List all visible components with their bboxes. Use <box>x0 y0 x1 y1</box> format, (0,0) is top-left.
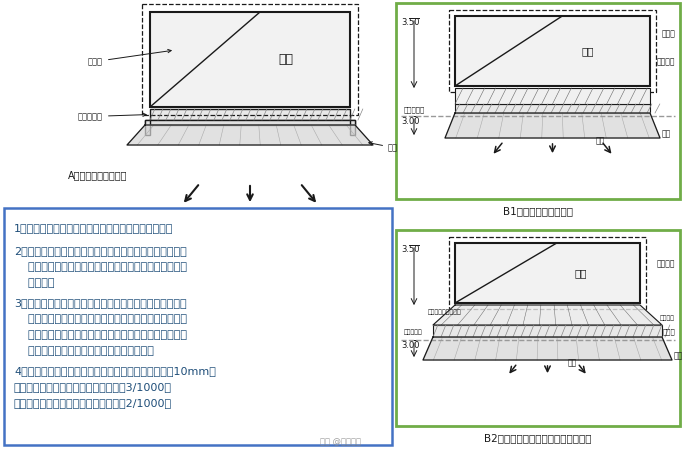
Text: 风管: 风管 <box>575 268 587 278</box>
Text: 保温软管: 保温软管 <box>657 260 675 269</box>
Text: 头条 @暖通南社: 头条 @暖通南社 <box>319 437 360 446</box>
Text: 风口水平安装，水平度的偏差不应大于3/1000；: 风口水平安装，水平度的偏差不应大于3/1000； <box>14 382 172 392</box>
Text: 3）风口与风管的连接应严密、牢固，与装饰面向紧贴；表: 3）风口与风管的连接应严密、牢固，与装饰面向紧贴；表 <box>14 298 187 308</box>
Text: 2）带风量调解阀的风口安装时，应先安装调解阀框，后安: 2）带风量调解阀的风口安装时，应先安装调解阀框，后安 <box>14 246 187 256</box>
Text: 保温软管: 保温软管 <box>660 315 675 321</box>
Text: 风管: 风管 <box>581 46 594 56</box>
Bar <box>455 104 650 113</box>
Bar <box>142 4 358 115</box>
Bar <box>150 12 350 107</box>
Polygon shape <box>127 125 373 145</box>
Text: 风口: 风口 <box>369 142 398 152</box>
Text: 保温层: 保温层 <box>661 29 675 38</box>
Text: 专用平衡或线型颈孔: 专用平衡或线型颈孔 <box>428 309 462 315</box>
Bar <box>396 230 680 426</box>
Text: 相同风口的安装高度应一致，排列应整齐。: 相同风口的安装高度应一致，排列应整齐。 <box>14 346 154 356</box>
Text: 人字调节阀: 人字调节阀 <box>404 329 423 335</box>
Bar <box>455 88 650 104</box>
Text: 接缝处应衆接自然，无明显缝隙。同一厅室、房间内的: 接缝处应衆接自然，无明显缝隙。同一厅室、房间内的 <box>14 330 187 340</box>
Text: 面平整、不变形，调解灵活、可靠。条形风口的安装，: 面平整、不变形，调解灵活、可靠。条形风口的安装， <box>14 314 187 324</box>
Text: 风口: 风口 <box>595 136 605 145</box>
Text: 均流器: 均流器 <box>662 329 675 335</box>
Bar <box>150 109 350 120</box>
Text: 装风口的叶片框。同一方向的风口，其调节装置应设在: 装风口的叶片框。同一方向的风口，其调节装置应设在 <box>14 262 187 272</box>
Bar <box>433 325 662 337</box>
Text: 格扇: 格扇 <box>662 129 671 138</box>
Text: 格扇: 格扇 <box>674 351 683 360</box>
Text: 人字调节阀: 人字调节阀 <box>78 112 146 121</box>
Text: 同一侧。: 同一侧。 <box>14 278 55 288</box>
Bar <box>455 243 640 303</box>
Text: A、风口与风管硬连接: A、风口与风管硬连接 <box>68 170 127 180</box>
Text: B2、风口与风管软连接（接均流器）: B2、风口与风管软连接（接均流器） <box>484 433 592 443</box>
Bar <box>145 120 150 135</box>
Bar <box>449 10 656 92</box>
Text: 3.50: 3.50 <box>401 18 419 27</box>
Text: 柔性软接: 柔性软接 <box>657 57 675 66</box>
Polygon shape <box>433 305 662 325</box>
Bar <box>449 237 646 309</box>
Bar <box>350 120 355 135</box>
Text: 人字调节阀: 人字调节阀 <box>404 106 425 113</box>
Bar <box>396 3 680 199</box>
Text: 3.00: 3.00 <box>401 341 419 350</box>
Text: 风口: 风口 <box>568 358 577 367</box>
Text: 风管: 风管 <box>278 53 293 66</box>
Polygon shape <box>445 113 660 138</box>
Polygon shape <box>423 337 672 360</box>
Bar <box>4 208 392 445</box>
Text: 4）明装无吸顶的风口，安装位置和标高偏差不应大于10mm；: 4）明装无吸顶的风口，安装位置和标高偏差不应大于10mm； <box>14 366 216 376</box>
Text: 3.50: 3.50 <box>401 245 419 254</box>
Text: 风口垂直安装，垂直度的偏差不应大于2/1000。: 风口垂直安装，垂直度的偏差不应大于2/1000。 <box>14 398 172 408</box>
Text: B1、风口与风管软连接: B1、风口与风管软连接 <box>503 206 573 216</box>
Text: 1）风口安装应横平、竖直、严密、牢固、表面平整。: 1）风口安装应横平、竖直、严密、牢固、表面平整。 <box>14 223 173 233</box>
Bar <box>145 120 355 125</box>
Bar <box>455 16 650 86</box>
Text: 保温层: 保温层 <box>88 49 171 66</box>
Text: 3.00: 3.00 <box>401 117 419 126</box>
